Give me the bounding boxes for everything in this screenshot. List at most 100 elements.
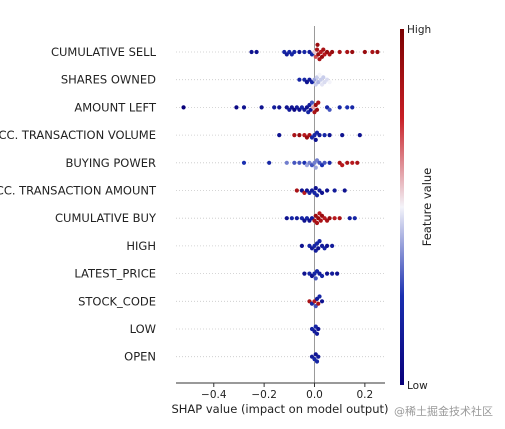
- data-point: [355, 160, 360, 165]
- data-point: [284, 216, 289, 221]
- feature-label: CUMULATIVE SELL: [51, 45, 157, 59]
- data-point: [292, 133, 297, 138]
- data-point: [327, 80, 332, 85]
- data-point: [350, 49, 355, 55]
- data-point: [294, 188, 299, 193]
- data-point: [316, 100, 321, 105]
- data-point: [345, 160, 350, 165]
- data-point: [313, 186, 318, 191]
- data-point: [345, 49, 350, 55]
- data-point: [327, 107, 332, 112]
- data-point: [314, 193, 320, 198]
- data-point: [297, 133, 302, 138]
- colorbar-title: Feature value: [420, 168, 434, 247]
- data-point: [327, 133, 332, 138]
- data-point: [241, 160, 247, 165]
- colorbar-high-label: High: [407, 24, 431, 36]
- data-point: [352, 216, 357, 221]
- data-point: [314, 220, 320, 226]
- feature-label: SHARES OWNED: [61, 73, 156, 87]
- data-point: [350, 160, 355, 165]
- data-point: [321, 47, 326, 52]
- data-point: [322, 133, 327, 138]
- data-point: [249, 49, 254, 55]
- data-point: [347, 216, 352, 221]
- data-point: [277, 105, 282, 110]
- data-point: [315, 42, 320, 47]
- data-point: [327, 160, 332, 165]
- colorbar-low-label: Low: [407, 380, 428, 392]
- data-point: [316, 326, 321, 332]
- data-point: [370, 49, 375, 55]
- data-point: [319, 273, 325, 279]
- data-point: [340, 163, 345, 168]
- data-point: [332, 188, 337, 193]
- data-point: [342, 188, 347, 193]
- feature-labels: CUMULATIVE SELL SHARES OWNED AMOUNT LEFT AC…: [0, 45, 385, 364]
- data-point: [330, 271, 335, 276]
- data-point: [316, 246, 321, 251]
- data-point: [324, 188, 330, 193]
- data-point: [345, 105, 350, 110]
- x-axis: −0.4 −0.2 0.0 0.2: [176, 382, 385, 401]
- data-point: [313, 276, 318, 281]
- feature-label: OPEN: [124, 350, 156, 364]
- data-point: [272, 105, 277, 110]
- x-tick-label: −0.4: [201, 389, 227, 401]
- data-point: [314, 47, 320, 52]
- data-point: [316, 301, 321, 306]
- data-point: [330, 243, 335, 248]
- data-point: [317, 133, 322, 138]
- watermark-text: @稀土掘金技术社区: [394, 405, 493, 418]
- feature-label: STOCK_CODE: [78, 294, 156, 308]
- data-point: [297, 160, 302, 165]
- data-point: [375, 49, 380, 55]
- feature-label: HIGH: [126, 239, 156, 253]
- x-axis-label: SHAP value (impact on model output): [171, 402, 388, 416]
- feature-label: ACC. TRANSACTION AMOUNT: [0, 184, 157, 198]
- data-point: [297, 49, 302, 55]
- data-point: [317, 72, 322, 77]
- data-points: [181, 42, 380, 364]
- feature-label: LOW: [130, 322, 156, 336]
- feature-label: CUMULATIVE BUY: [55, 211, 157, 225]
- data-point: [319, 299, 325, 304]
- data-point: [327, 216, 332, 221]
- data-point: [313, 137, 318, 142]
- data-point: [340, 133, 345, 138]
- data-point: [181, 105, 186, 110]
- data-point: [317, 239, 322, 244]
- x-tick-label: 0.2: [357, 389, 374, 401]
- data-point: [324, 271, 330, 276]
- data-point: [314, 107, 320, 112]
- data-point: [254, 49, 259, 55]
- data-point: [362, 49, 367, 55]
- data-point: [316, 354, 321, 359]
- colorbar: High Low Feature value: [400, 24, 434, 392]
- data-point: [309, 100, 315, 105]
- data-point: [292, 49, 297, 55]
- colorbar-gradient: [400, 29, 404, 385]
- feature-label: ACC. TRANSACTION VOLUME: [0, 128, 156, 142]
- data-point: [292, 160, 297, 165]
- data-point: [313, 165, 318, 170]
- data-point: [294, 216, 299, 221]
- data-point: [259, 105, 264, 110]
- data-point: [337, 49, 342, 55]
- data-point: [267, 160, 272, 165]
- data-point: [350, 105, 355, 110]
- data-point: [289, 216, 294, 221]
- data-point: [297, 77, 302, 82]
- data-point: [277, 133, 282, 138]
- data-point: [302, 49, 307, 55]
- data-point: [318, 218, 323, 223]
- data-point: [335, 271, 340, 276]
- data-point: [337, 216, 342, 221]
- data-point: [324, 243, 330, 248]
- data-point: [321, 75, 326, 80]
- data-point: [317, 294, 322, 299]
- data-point: [234, 105, 239, 110]
- x-tick-label: −0.2: [251, 389, 277, 401]
- data-point: [357, 133, 362, 138]
